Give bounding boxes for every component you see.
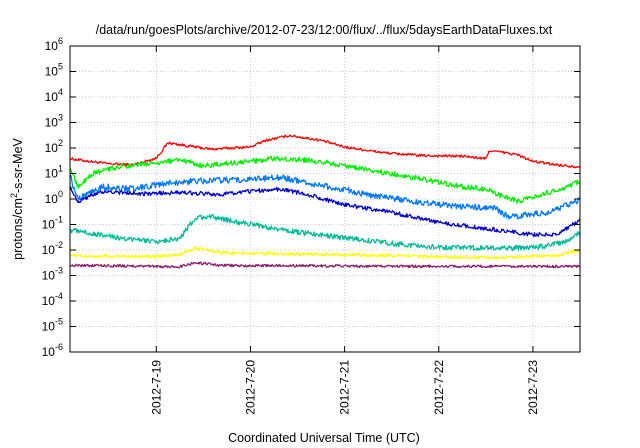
y-axis: 106 105 104 103 102 101 100 10-1 10-2 10-3 10-4 10-…: [42, 36, 580, 359]
y-tick-label: 104: [45, 87, 63, 104]
series-line-2: [69, 155, 581, 204]
y-tick-label: 10-1: [42, 215, 63, 232]
series-line-4: [69, 186, 581, 238]
series-layer: [69, 134, 581, 269]
y-tick-label: 10-2: [42, 240, 63, 257]
x-tick-label: 2012-7-19: [149, 360, 163, 415]
series-line-5: [69, 214, 581, 252]
x-axis-label: Coordinated Universal Time (UTC): [228, 431, 420, 445]
y-axis-label-base: protons/cm: [11, 198, 25, 260]
y-tick-label: 10-6: [42, 342, 63, 359]
y-axis-label-rest: -s-sr-MeV: [11, 137, 25, 193]
y-tick-label: 106: [45, 36, 63, 53]
x-tick-label: 2012-7-20: [243, 360, 257, 415]
x-axis: 2012-7-19 2012-7-20 2012-7-21 2012-7-22 2012…: [149, 46, 540, 415]
y-tick-label: 101: [45, 164, 63, 181]
y-tick-label: 105: [45, 62, 63, 79]
chart-title: /data/run/goesPlots/archive/2012-07-23/1…: [96, 23, 553, 37]
y-tick-label: 10-5: [42, 317, 63, 334]
x-tick-label: 2012-7-23: [526, 360, 540, 415]
x-tick-label: 2012-7-22: [432, 360, 446, 415]
y-tick-label: 10-4: [42, 291, 63, 308]
grid: [70, 46, 580, 352]
series-line-3: [69, 174, 581, 220]
y-tick-label: 100: [45, 189, 63, 206]
series-line-1: [69, 134, 581, 169]
series-line-6: [69, 246, 581, 260]
y-tick-label: 10-3: [42, 266, 63, 283]
y-axis-label: protons/cm2-s-sr-MeV: [9, 137, 25, 259]
y-axis-label-sup: 2: [9, 193, 19, 198]
y-tick-label: 103: [45, 113, 63, 130]
series-line-7: [69, 261, 581, 269]
y-tick-label: 102: [45, 138, 63, 155]
x-tick-label: 2012-7-21: [338, 360, 352, 415]
